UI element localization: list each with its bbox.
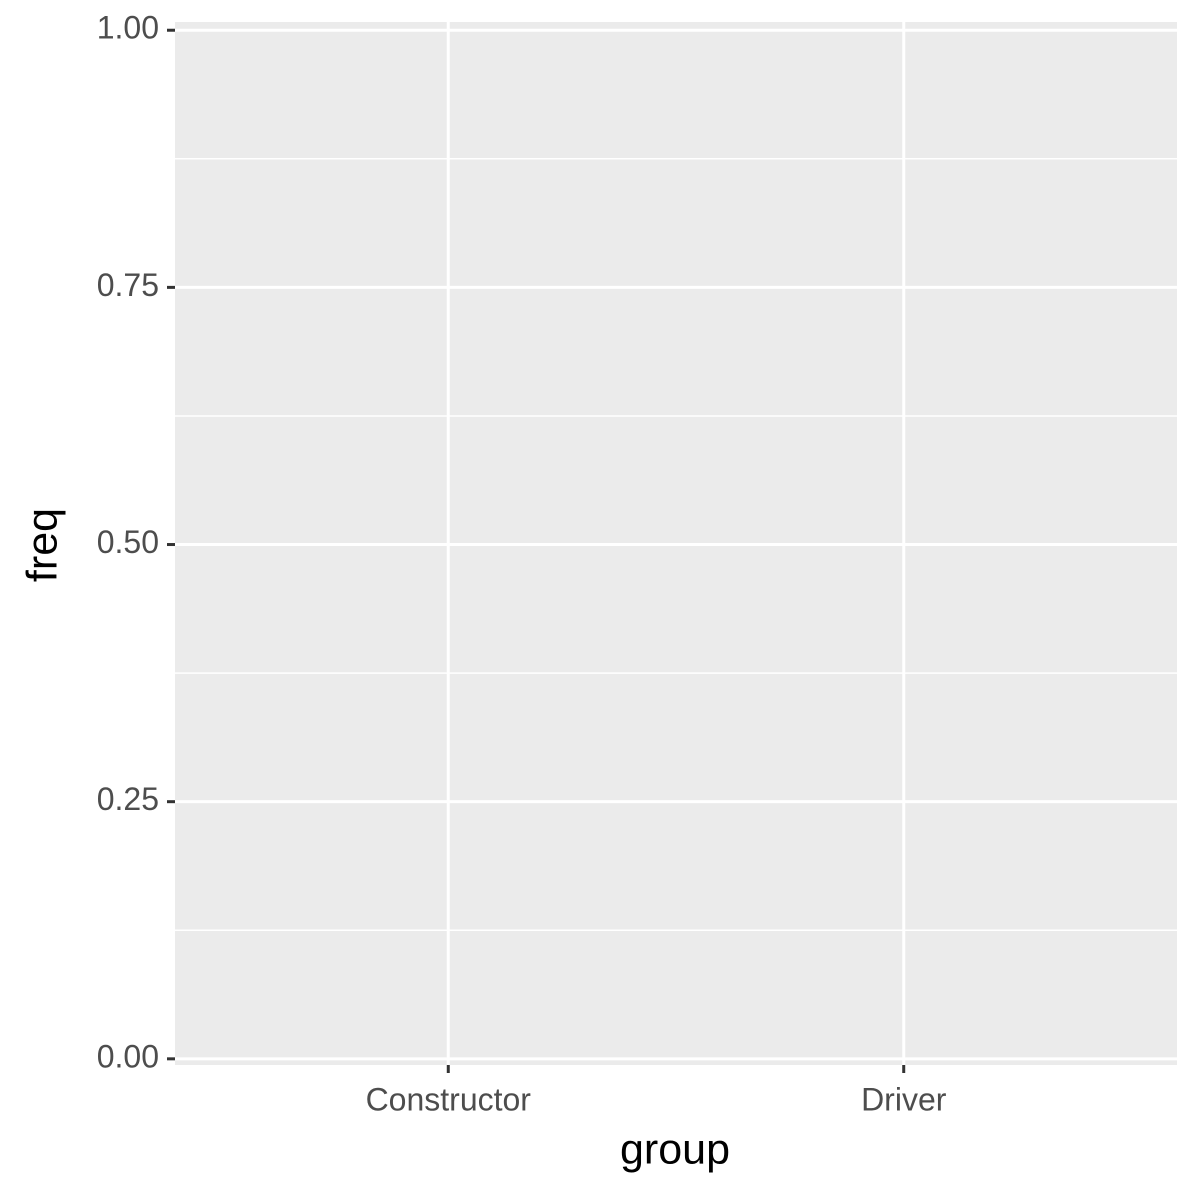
x-axis-title: group [620,1125,730,1173]
y-tick-label: 0.75 [97,267,159,303]
y-tick-label: 0.25 [97,781,159,817]
y-axis-title: freq [18,508,66,582]
y-tick-label: 0.00 [97,1038,159,1074]
y-tick-label: 0.50 [97,524,159,560]
y-tick-label: 1.00 [97,10,159,46]
x-tick-label: Constructor [366,1081,532,1117]
x-tick-label: Driver [861,1081,947,1117]
